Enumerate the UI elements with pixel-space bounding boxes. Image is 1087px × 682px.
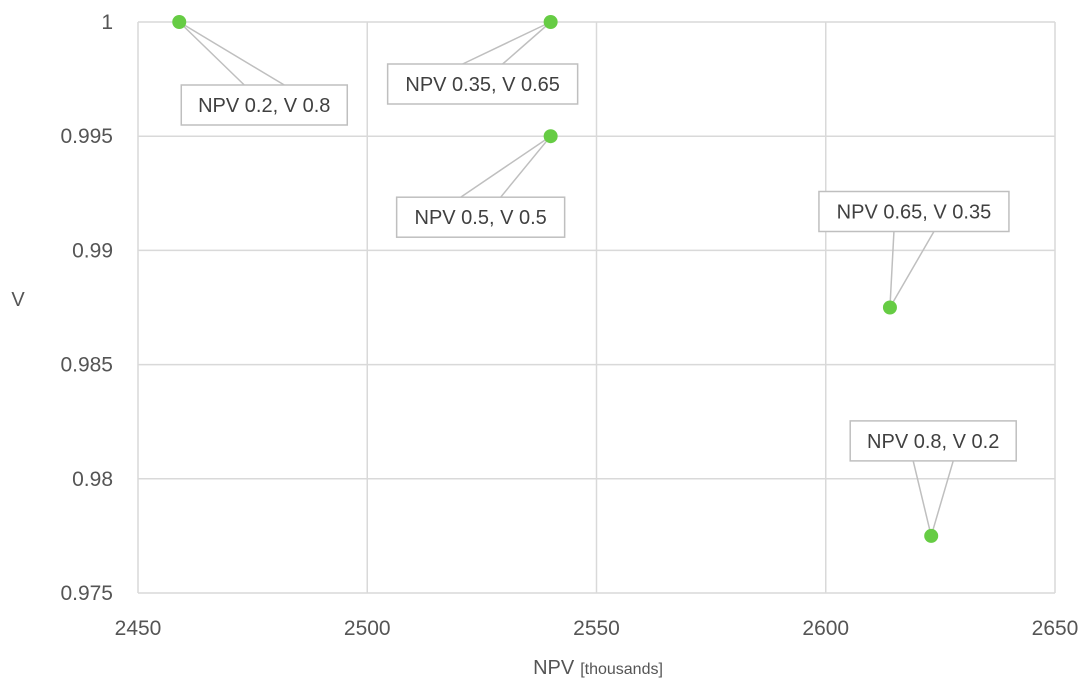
- scatter-point: [543, 15, 558, 29]
- y-tick-label: 0.995: [60, 125, 113, 148]
- x-tick-label: 2500: [344, 617, 391, 640]
- callout-leader: [462, 21, 552, 65]
- x-axis-title: NPV [thousands]: [533, 657, 663, 679]
- x-tick-label: 2600: [802, 617, 849, 640]
- y-tick-label: 0.975: [60, 582, 113, 605]
- y-tick-label: 0.985: [60, 354, 113, 377]
- data-callouts: NPV 0.2, V 0.8 NPV 0.35, V 0.65 NPV 0.5, V…: [180, 63, 1017, 462]
- y-axis-ticks: 0.975 0.98 0.985 0.99 0.995 1: [60, 11, 113, 605]
- x-axis-label: NPV: [533, 657, 575, 679]
- data-callout: NPV 0.35, V 0.65: [386, 63, 579, 105]
- data-callout: NPV 0.2, V 0.8: [180, 84, 349, 126]
- data-label: NPV 0.5, V 0.5: [415, 207, 547, 229]
- y-tick-label: 0.99: [72, 239, 113, 262]
- y-tick-label: 1: [101, 11, 113, 34]
- x-axis-ticks: 2450 2500 2550 2600 2650: [115, 617, 1079, 640]
- data-label: NPV 0.8, V 0.2: [867, 431, 999, 453]
- data-label: NPV 0.2, V 0.8: [198, 95, 330, 117]
- scatter-point: [924, 528, 939, 543]
- gridlines: [137, 21, 1056, 594]
- callout-box: [180, 84, 349, 126]
- data-callout: NPV 0.65, V 0.35: [818, 190, 1010, 233]
- x-tick-label: 2650: [1032, 617, 1079, 640]
- callout-leader: [178, 21, 285, 86]
- x-tick-label: 2450: [115, 617, 162, 640]
- callout-box: [818, 190, 1010, 233]
- scatter-point: [543, 129, 558, 144]
- y-tick-label: 0.98: [72, 468, 113, 491]
- callout-leader: [460, 135, 552, 198]
- scatter-point: [172, 15, 187, 29]
- callout-box: [849, 420, 1017, 462]
- y-axis-label: V: [11, 289, 25, 311]
- x-tick-label: 2550: [573, 617, 620, 640]
- data-points: [172, 15, 939, 543]
- data-label: NPV 0.65, V 0.35: [837, 202, 992, 224]
- callout-leader: [889, 231, 935, 308]
- scatter-point: [882, 300, 897, 315]
- callout-box: [386, 63, 579, 105]
- data-callout: NPV 0.5, V 0.5: [395, 196, 566, 238]
- callout-leader: [912, 460, 954, 539]
- data-callout: NPV 0.8, V 0.2: [849, 420, 1017, 462]
- x-axis-unit: [thousands]: [580, 661, 663, 678]
- data-label: NPV 0.35, V 0.65: [405, 74, 560, 96]
- callout-box: [395, 196, 566, 238]
